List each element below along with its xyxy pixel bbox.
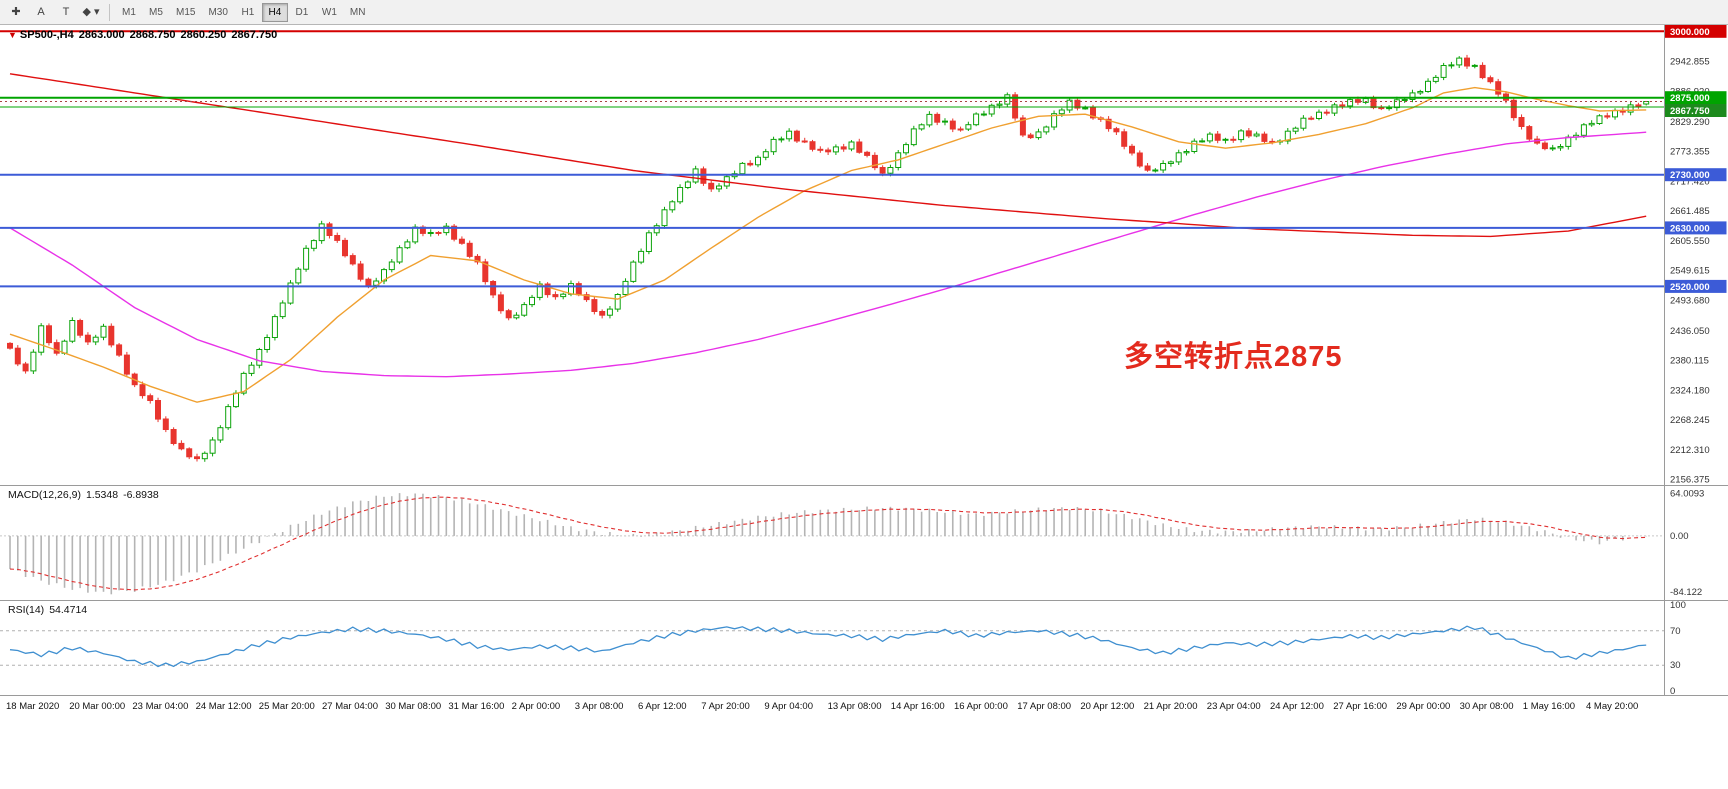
svg-text:2156.375: 2156.375 xyxy=(1670,475,1710,486)
macd-indicator-label: MACD(12,26,9) 1.5348 -6.8938 xyxy=(8,489,164,501)
svg-text:17 Apr 08:00: 17 Apr 08:00 xyxy=(1017,701,1071,712)
timeframe-m5[interactable]: M5 xyxy=(143,3,169,22)
svg-text:24 Mar 12:00: 24 Mar 12:00 xyxy=(196,701,252,712)
chart-canvas[interactable]: 2942.8552886.9202829.2902773.3552717.420… xyxy=(0,25,1728,789)
svg-text:29 Apr 00:00: 29 Apr 00:00 xyxy=(1396,701,1450,712)
svg-text:2549.615: 2549.615 xyxy=(1670,266,1710,277)
svg-text:2380.115: 2380.115 xyxy=(1670,356,1709,367)
svg-text:6 Apr 12:00: 6 Apr 12:00 xyxy=(638,701,687,712)
svg-text:24 Apr 12:00: 24 Apr 12:00 xyxy=(1270,701,1324,712)
svg-text:14 Apr 16:00: 14 Apr 16:00 xyxy=(891,701,945,712)
rsi-name: RSI(14) xyxy=(8,604,45,616)
svg-text:2 Apr 00:00: 2 Apr 00:00 xyxy=(512,701,561,712)
svg-text:2942.855: 2942.855 xyxy=(1670,57,1710,68)
svg-text:2324.180: 2324.180 xyxy=(1670,385,1710,396)
timeframe-m30[interactable]: M30 xyxy=(202,3,233,22)
svg-text:2212.310: 2212.310 xyxy=(1670,445,1710,456)
svg-text:2829.290: 2829.290 xyxy=(1670,117,1710,128)
symbol-period: SP500-,H4 xyxy=(19,29,74,41)
svg-text:2493.680: 2493.680 xyxy=(1670,295,1710,306)
svg-text:4 May 20:00: 4 May 20:00 xyxy=(1586,701,1638,712)
svg-text:64.0093: 64.0093 xyxy=(1670,488,1704,499)
svg-text:70: 70 xyxy=(1670,626,1681,637)
macd-main-value: 1.5348 xyxy=(85,489,119,501)
timeframe-h1[interactable]: H1 xyxy=(235,3,261,22)
svg-text:2520.000: 2520.000 xyxy=(1670,282,1710,293)
svg-text:2436.050: 2436.050 xyxy=(1670,326,1710,337)
svg-text:2630.000: 2630.000 xyxy=(1670,223,1710,234)
text-tool-icon[interactable]: T xyxy=(54,3,78,22)
timeframe-h4[interactable]: H4 xyxy=(261,2,288,22)
symbol-marker-icon: ▼ xyxy=(8,30,17,40)
svg-text:20 Mar 00:00: 20 Mar 00:00 xyxy=(69,701,125,712)
annotation-text: 多空转折点2875 xyxy=(1124,341,1343,373)
svg-text:3000.000: 3000.000 xyxy=(1670,27,1710,38)
svg-text:21 Apr 20:00: 21 Apr 20:00 xyxy=(1144,701,1198,712)
svg-text:9 Apr 04:00: 9 Apr 04:00 xyxy=(764,701,813,712)
ohlc-high: 2868.750 xyxy=(129,29,176,41)
shapes-tool-icon[interactable]: ◆ ▾ xyxy=(79,3,103,22)
rsi-indicator-label: RSI(14) 54.4714 xyxy=(8,604,92,616)
rsi-value: 54.4714 xyxy=(49,604,88,616)
svg-text:23 Apr 04:00: 23 Apr 04:00 xyxy=(1207,701,1261,712)
svg-text:13 Apr 08:00: 13 Apr 08:00 xyxy=(828,701,882,712)
timeframe-d1[interactable]: D1 xyxy=(289,3,315,22)
svg-text:3 Apr 08:00: 3 Apr 08:00 xyxy=(575,701,624,712)
svg-text:30 Apr 08:00: 30 Apr 08:00 xyxy=(1460,701,1514,712)
ohlc-low: 2860.250 xyxy=(180,29,227,41)
svg-text:2867.750: 2867.750 xyxy=(1670,106,1710,117)
toolbar: ✚ A T ◆ ▾ M1 M5 M15 M30 H1 H4 D1 W1 MN xyxy=(0,0,1728,25)
drawing-tools: ✚ A T ◆ ▾ xyxy=(4,3,103,22)
symbol-ohlc-line: ▼ SP500-,H4 2863.000 2868.750 2860.250 2867.7… xyxy=(8,29,282,41)
ohlc-close: 2867.750 xyxy=(231,29,278,41)
svg-text:27 Apr 16:00: 27 Apr 16:00 xyxy=(1333,701,1387,712)
crosshair-icon[interactable]: ✚ xyxy=(4,3,28,22)
svg-text:25 Mar 20:00: 25 Mar 20:00 xyxy=(259,701,315,712)
timeframe-m15[interactable]: M15 xyxy=(170,3,201,22)
svg-text:30: 30 xyxy=(1670,660,1681,671)
toolbar-separator xyxy=(109,3,110,21)
chart-area: 2942.8552886.9202829.2902773.3552717.420… xyxy=(0,25,1728,789)
timeframe-mn[interactable]: MN xyxy=(344,3,372,22)
svg-text:0.00: 0.00 xyxy=(1670,531,1689,542)
svg-text:2661.485: 2661.485 xyxy=(1670,206,1710,217)
svg-text:30 Mar 08:00: 30 Mar 08:00 xyxy=(385,701,441,712)
svg-text:100: 100 xyxy=(1670,600,1686,611)
svg-text:27 Mar 04:00: 27 Mar 04:00 xyxy=(322,701,378,712)
svg-text:2875.000: 2875.000 xyxy=(1670,93,1710,104)
svg-text:20 Apr 12:00: 20 Apr 12:00 xyxy=(1080,701,1134,712)
svg-text:1 May 16:00: 1 May 16:00 xyxy=(1523,701,1575,712)
timeframe-w1[interactable]: W1 xyxy=(316,3,343,22)
svg-text:16 Apr 00:00: 16 Apr 00:00 xyxy=(954,701,1008,712)
svg-text:2730.000: 2730.000 xyxy=(1670,170,1710,181)
timeframe-m1[interactable]: M1 xyxy=(116,3,142,22)
svg-text:2773.355: 2773.355 xyxy=(1670,147,1710,158)
svg-text:31 Mar 16:00: 31 Mar 16:00 xyxy=(448,701,504,712)
svg-text:18 Mar 2020: 18 Mar 2020 xyxy=(6,701,59,712)
svg-text:2268.245: 2268.245 xyxy=(1670,415,1710,426)
macd-signal-value: -6.8938 xyxy=(123,489,159,501)
timeframe-buttons: M1 M5 M15 M30 H1 H4 D1 W1 MN xyxy=(116,2,372,22)
svg-text:23 Mar 04:00: 23 Mar 04:00 xyxy=(132,701,188,712)
label-tool-icon[interactable]: A xyxy=(29,3,53,22)
svg-text:2605.550: 2605.550 xyxy=(1670,236,1710,247)
svg-text:0: 0 xyxy=(1670,686,1675,697)
macd-name: MACD(12,26,9) xyxy=(8,489,81,501)
svg-text:2717.420: 2717.420 xyxy=(1670,176,1710,187)
ohlc-open: 2863.000 xyxy=(78,29,125,41)
svg-text:7 Apr 20:00: 7 Apr 20:00 xyxy=(701,701,750,712)
svg-text:-84.122: -84.122 xyxy=(1670,587,1702,598)
